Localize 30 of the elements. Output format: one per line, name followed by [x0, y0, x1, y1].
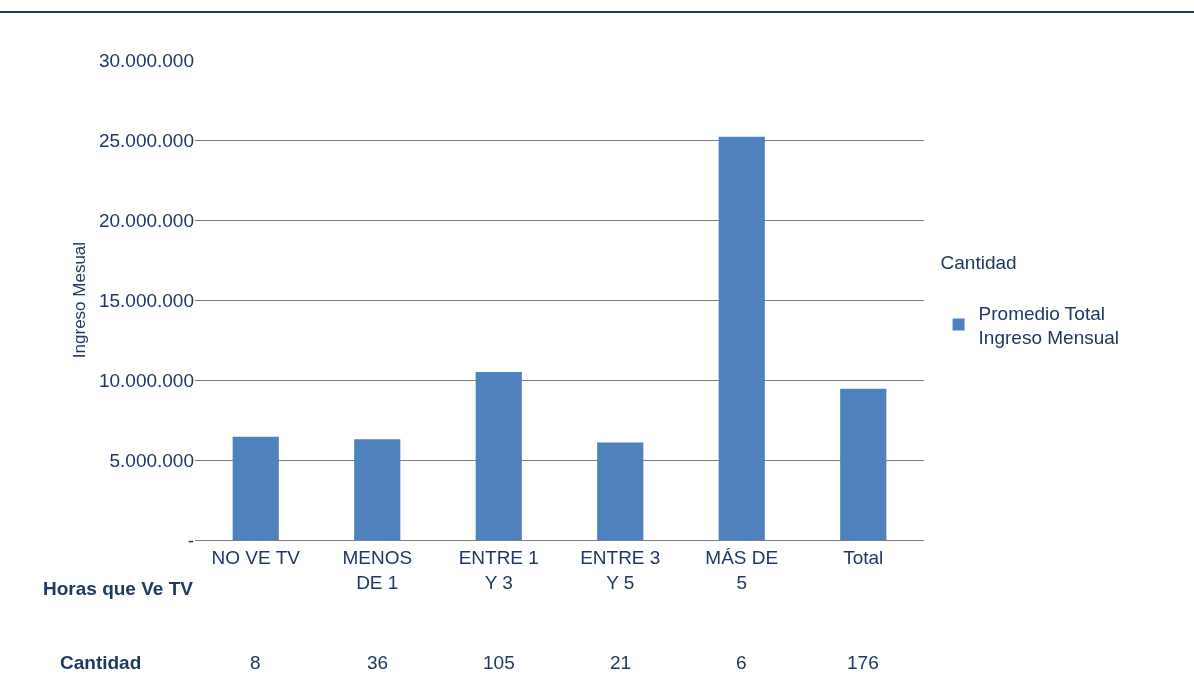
bar: [718, 136, 765, 540]
legend-label: Promedio Total Ingreso Mensual: [978, 302, 1120, 349]
bar: [597, 442, 644, 540]
text: Cantidad: [60, 652, 142, 673]
y-tick-label: 10.000.000: [98, 369, 194, 391]
y-tick-label: 30.000.000: [98, 49, 194, 71]
text: 6: [736, 652, 747, 673]
text: 21: [610, 652, 632, 673]
x-tick-label: ENTRE 1 Y 3: [458, 546, 539, 593]
bar: [475, 372, 522, 540]
y-tick-label: -: [187, 529, 194, 551]
x-tick-label: MENOS DE 1: [342, 546, 413, 593]
x-tick-label: MÁS DE 5: [705, 546, 779, 593]
bar: [840, 388, 887, 540]
y-tick-label: 5.000.000: [109, 449, 194, 471]
y-axis-title: Ingreso Mesual: [70, 241, 90, 359]
bar: [354, 439, 401, 540]
y-tick-label: 25.000.000: [98, 129, 194, 151]
x-tick-label: NO VE TV: [211, 546, 301, 568]
legend-title: Cantidad: [940, 251, 1017, 273]
y-tick-label: 20.000.000: [98, 209, 194, 231]
x-tick-label: ENTRE 3 Y 5: [580, 546, 661, 593]
x-tick-label: Total: [843, 546, 884, 568]
text: 36: [367, 652, 389, 673]
y-tick-label: 15.000.000: [98, 289, 194, 311]
text: 105: [483, 652, 515, 673]
text: 8: [250, 652, 261, 673]
text: 176: [847, 652, 879, 673]
bar: [232, 436, 279, 540]
x-axis-title: Horas que Ve TV: [43, 578, 194, 599]
